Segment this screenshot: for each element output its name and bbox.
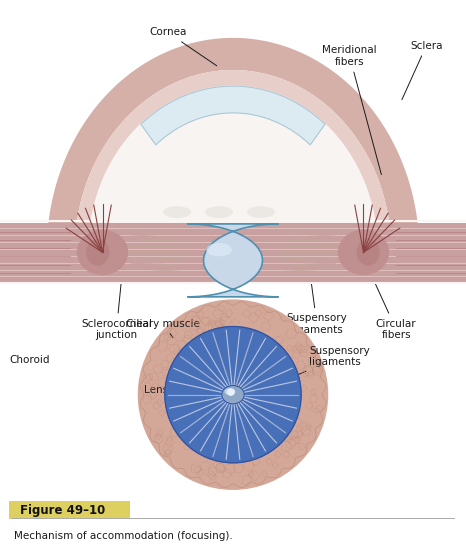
Text: Ciliary muscle: Ciliary muscle <box>126 319 200 338</box>
Ellipse shape <box>356 239 380 266</box>
Text: Meridional
fibers: Meridional fibers <box>322 45 381 174</box>
Polygon shape <box>187 224 279 297</box>
Text: Suspensory
ligaments: Suspensory ligaments <box>284 346 370 381</box>
Ellipse shape <box>206 243 232 256</box>
Circle shape <box>138 300 328 489</box>
Circle shape <box>165 327 301 463</box>
Ellipse shape <box>338 230 389 275</box>
Ellipse shape <box>222 385 244 404</box>
Text: Lens: Lens <box>144 385 221 395</box>
Polygon shape <box>89 86 377 252</box>
Text: Cornea: Cornea <box>149 28 217 66</box>
Text: Sclerocorneal
junction: Sclerocorneal junction <box>81 239 152 340</box>
Polygon shape <box>140 301 326 488</box>
Text: Sclera: Sclera <box>402 41 443 100</box>
Ellipse shape <box>225 388 235 395</box>
Ellipse shape <box>247 206 275 218</box>
FancyBboxPatch shape <box>0 223 466 282</box>
Circle shape <box>228 389 234 395</box>
Text: Figure 49–10: Figure 49–10 <box>20 504 105 517</box>
Polygon shape <box>141 86 325 145</box>
Text: Mechanism of accommodation (focusing).: Mechanism of accommodation (focusing). <box>14 530 233 540</box>
FancyBboxPatch shape <box>9 501 130 519</box>
Ellipse shape <box>86 239 110 266</box>
Ellipse shape <box>77 230 128 275</box>
Ellipse shape <box>163 206 191 218</box>
Text: Choroid: Choroid <box>9 354 50 364</box>
Polygon shape <box>47 38 419 252</box>
Text: Circular
fibers: Circular fibers <box>364 260 417 340</box>
Polygon shape <box>75 70 391 252</box>
Ellipse shape <box>205 206 233 218</box>
Text: Suspensory
ligaments: Suspensory ligaments <box>287 258 347 335</box>
